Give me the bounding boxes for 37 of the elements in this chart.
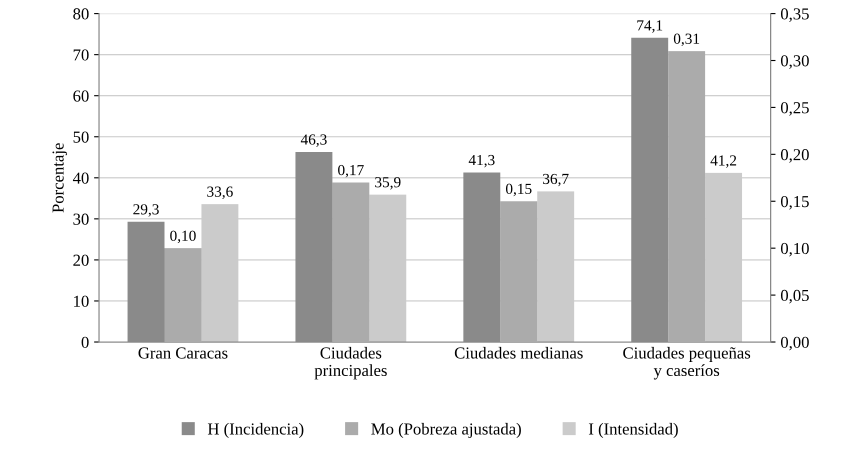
- data-label: 0,31: [674, 34, 700, 46]
- y-tick-label: 60: [73, 90, 89, 102]
- y-tick-label: 20: [73, 254, 89, 266]
- y-tick-label: 40: [72, 172, 89, 184]
- y-tick-label: 80: [73, 8, 89, 20]
- y-tick-label: 0: [82, 336, 89, 348]
- data-label: 0,15: [506, 184, 532, 196]
- legend-label: H (Incidencia): [208, 422, 304, 438]
- data-label: 0,17: [338, 164, 364, 178]
- data-label: 41,2: [710, 155, 736, 168]
- y2-tick-label: 0,00: [780, 336, 809, 350]
- y-axis-title: Porcentaje: [52, 143, 68, 212]
- x-tick-label: Ciudades medianas: [454, 346, 583, 359]
- data-label: 0,10: [170, 230, 196, 244]
- data-label: 33,6: [207, 186, 233, 200]
- data-label: 41,3: [468, 154, 495, 168]
- x-tick-label: Ciudades pequeñas y caseríos: [623, 346, 750, 380]
- y2-tick-label: 0,05: [780, 290, 809, 304]
- x-tick-label: Gran Caracas: [138, 347, 228, 359]
- y2-tick-label: 0,20: [780, 149, 809, 163]
- x-tick-label: Ciudades principales: [314, 346, 387, 380]
- y-tick-label: 30: [73, 214, 89, 225]
- y2-tick-label: 0,35: [780, 8, 809, 22]
- y-tick-label: 10: [74, 296, 89, 307]
- legend-label: I (Intensidad): [588, 422, 678, 438]
- legend-label: Mo (Pobreza ajustada): [371, 422, 521, 438]
- data-label: 46,3: [300, 134, 327, 147]
- data-label: 29,3: [133, 204, 159, 217]
- y-tick-label: 70: [74, 49, 89, 61]
- y-tick-label: 50: [74, 131, 89, 143]
- data-label: 36,7: [543, 174, 569, 186]
- y2-tick-label: 0,30: [780, 55, 809, 69]
- data-label: 35,9: [375, 177, 401, 190]
- y2-tick-label: 0,15: [780, 196, 809, 210]
- y2-tick-label: 0,25: [780, 102, 809, 116]
- data-label: 74,1: [637, 20, 662, 33]
- y2-tick-label: 0,10: [780, 242, 809, 257]
